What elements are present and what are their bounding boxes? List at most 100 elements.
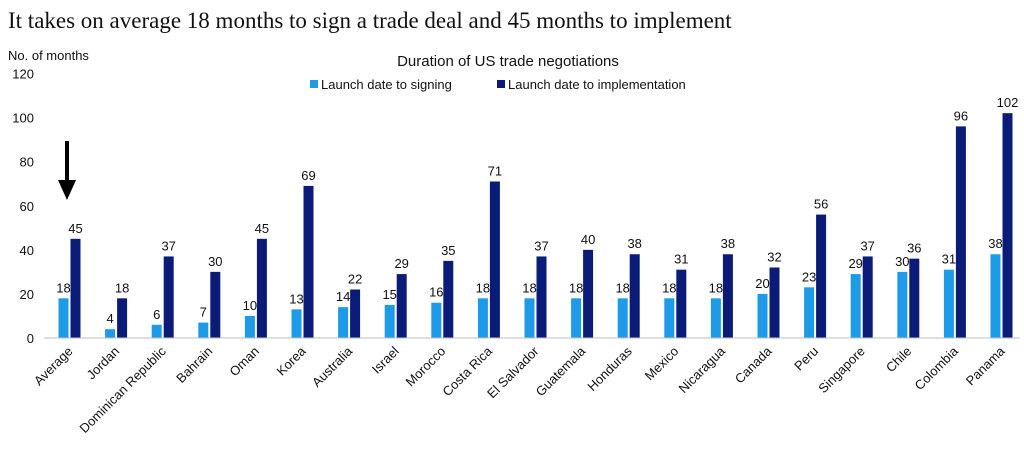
- data-label: 37: [534, 238, 548, 253]
- bar: [583, 249, 594, 338]
- data-label: 38: [721, 236, 735, 251]
- x-tick-label: Israel: [369, 343, 402, 376]
- legend-label: Launch date to signing: [321, 77, 452, 92]
- data-label: 37: [161, 238, 175, 253]
- data-label: 18: [662, 280, 676, 295]
- bar: [151, 324, 162, 338]
- chart-title: Duration of US trade negotiations: [397, 53, 619, 70]
- x-tick-label: Australia: [309, 343, 356, 390]
- bar: [58, 298, 69, 338]
- bar: [489, 181, 500, 338]
- bar: [431, 302, 442, 338]
- data-label: 31: [942, 252, 956, 267]
- legend-swatch: [310, 80, 318, 88]
- x-tick-label: Dominican Republic: [76, 343, 169, 436]
- data-label: 18: [569, 280, 583, 295]
- data-label: 29: [394, 256, 408, 271]
- data-label: 40: [581, 232, 595, 247]
- x-tick-label: Nicaragua: [676, 343, 729, 396]
- data-label: 45: [68, 221, 82, 236]
- y-axis-label: No. of months: [8, 48, 89, 63]
- x-tick-label: Mexico: [642, 344, 682, 384]
- bars: 18 45 4 18 6 37 7 30 10 45 13 69 14 22 15 29 16 35 18 71 18 3…: [56, 95, 1019, 339]
- bar: [524, 298, 535, 338]
- y-tick-label: 80: [20, 155, 34, 170]
- data-label: 30: [208, 254, 222, 269]
- data-label: 96: [954, 108, 968, 123]
- bar: [757, 293, 768, 338]
- x-tick-label: Korea: [273, 343, 309, 379]
- bar: [105, 329, 116, 338]
- y-tick-label: 120: [12, 67, 34, 82]
- bar: [990, 254, 1001, 338]
- bar: [396, 274, 407, 338]
- data-label: 16: [429, 285, 443, 300]
- annotations: [58, 141, 76, 200]
- bar: [769, 267, 780, 338]
- x-tick-label: Canada: [732, 343, 775, 386]
- bar: [163, 256, 174, 338]
- data-label: 22: [348, 272, 362, 287]
- y-tick-label: 0: [27, 331, 34, 346]
- bar: [303, 185, 314, 338]
- x-tick-label: Singapore: [815, 344, 868, 397]
- data-label: 29: [848, 256, 862, 271]
- bar: [816, 214, 827, 338]
- x-tick-label: El Salvador: [484, 343, 542, 401]
- data-label: 36: [907, 241, 921, 256]
- data-label: 18: [709, 280, 723, 295]
- x-tick-label: Oman: [226, 344, 262, 380]
- bar: [256, 238, 267, 338]
- x-tick-label: Average: [31, 344, 76, 389]
- data-label: 4: [106, 311, 113, 326]
- bar: [1002, 113, 1013, 338]
- bar: [477, 298, 488, 338]
- x-tick-label: Morocco: [403, 344, 449, 390]
- data-label: 32: [767, 249, 781, 264]
- data-label: 38: [627, 236, 641, 251]
- annotation-arrow-head: [58, 180, 76, 200]
- data-label: 18: [115, 280, 129, 295]
- bar: [536, 256, 547, 338]
- data-label: 18: [615, 280, 629, 295]
- bar: [244, 315, 255, 338]
- data-label: 38: [988, 236, 1002, 251]
- bar: [664, 298, 675, 338]
- x-tick-label: Honduras: [584, 343, 635, 394]
- data-label: 14: [336, 289, 350, 304]
- data-label: 15: [382, 287, 396, 302]
- data-label: 18: [56, 280, 70, 295]
- bar: [850, 274, 861, 338]
- bar: [350, 289, 361, 338]
- data-label: 18: [476, 280, 490, 295]
- y-tick-label: 40: [20, 243, 34, 258]
- y-tick-label: 60: [20, 199, 34, 214]
- bar: [943, 269, 954, 338]
- bar: [676, 269, 687, 338]
- data-label: 7: [200, 305, 207, 320]
- bar: [571, 298, 582, 338]
- bar: [909, 258, 920, 338]
- bar: [710, 298, 721, 338]
- data-label: 71: [488, 164, 502, 179]
- x-tick-label: Chile: [883, 344, 915, 376]
- headline: It takes on average 18 months to sign a …: [8, 8, 732, 33]
- data-label: 18: [522, 280, 536, 295]
- x-tick-label: Bahrain: [173, 344, 215, 386]
- y-axis: 0 20 40 60 80 100 120: [12, 67, 34, 347]
- data-label: 102: [997, 95, 1019, 110]
- bar: [384, 304, 395, 338]
- bar: [955, 126, 966, 339]
- bar: [722, 254, 733, 338]
- x-tick-label: Guatemala: [533, 343, 589, 399]
- bar: [629, 254, 640, 338]
- data-label: 37: [860, 238, 874, 253]
- bar: [338, 307, 349, 338]
- data-label: 30: [895, 254, 909, 269]
- bar: [210, 271, 221, 338]
- bar: [617, 298, 628, 338]
- x-tick-label: Peru: [791, 344, 821, 374]
- data-label: 20: [755, 276, 769, 291]
